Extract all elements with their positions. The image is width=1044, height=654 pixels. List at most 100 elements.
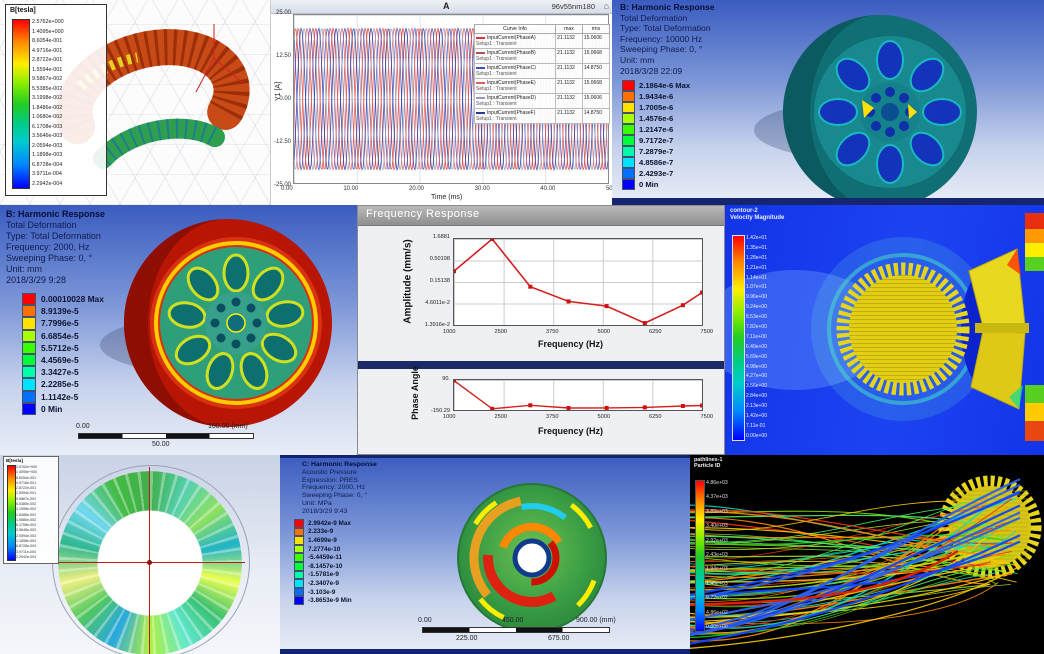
legend-value: 7.2774e-10 [308, 545, 341, 553]
legend-row: 1.2147e-6 [622, 124, 690, 135]
ruler-max: 100.00 (mm) [208, 423, 248, 430]
legend-value: 3.5646e-003 [32, 133, 63, 140]
legend-value: 1.07e+01 [746, 284, 767, 291]
legend-row: -3.8653e-9 Min [294, 596, 352, 605]
legend-value: -3.103e-9 [308, 588, 336, 596]
y-tick: 0.15138 [429, 278, 450, 284]
legend-value: 5.5385e-002 [32, 85, 63, 92]
legend-row: 4.8586e-7 [622, 157, 690, 168]
legend-value: 7.2879e-7 [639, 147, 674, 156]
table-row: InputCurrent(PhaseA) Setup1 : Transient … [473, 33, 611, 49]
result-info: B: Harmonic Response Total Deformation Typ… [620, 2, 715, 76]
legend-value: 1.5594e-001 [32, 66, 63, 73]
legend-value: 8.6054e-001 [32, 38, 63, 45]
legend-color-square [22, 390, 36, 403]
legend-color-square [622, 135, 635, 146]
legend-value: 2.2942e-004 [16, 554, 37, 559]
curve-rms: 15.0606 [581, 93, 611, 109]
amplitude-plot [453, 238, 703, 326]
legend-value: 9.96e+00 [746, 294, 767, 301]
table-row: InputCurrent(PhaseC) Setup1 : Transient … [473, 63, 611, 79]
window-title-bar[interactable]: Frequency Response [358, 206, 724, 226]
legend-value: -8.1457e-10 [308, 562, 343, 570]
curve-rms: 14.8750 [581, 108, 611, 124]
info-line: B: Harmonic Response [620, 2, 715, 12]
legend-value: 3.9711e-004 [16, 549, 36, 554]
phase-curve [454, 380, 702, 410]
legend-color-square [622, 80, 635, 91]
curve-setup: Setup1 : Transient [476, 116, 517, 122]
window-title: Frequency Response [366, 208, 480, 220]
curve-max: 21.1132 [555, 63, 583, 79]
scale-ruler: 0.00 450.00 900.00 (mm) 225.00 675.00 [280, 617, 690, 647]
legend-value: 1.94e+03 [706, 566, 728, 573]
curve-setup: Setup1 : Transient [476, 41, 517, 47]
x-tick: 7500 [700, 329, 713, 335]
legend-row: 1.9434e-6 [622, 91, 690, 102]
info-line: Type: Total Deformation [620, 23, 711, 34]
pathlines-name: pathlines-1 [694, 457, 723, 463]
info-line: Unit: mm [6, 264, 42, 274]
legend-value: -1.5781e-9 [308, 571, 339, 579]
ruler-mid: 50.00 [152, 441, 170, 448]
x-tick: 10.00 [343, 186, 359, 192]
legend-color-square [622, 168, 635, 179]
legend-color-square [622, 124, 635, 135]
legend-value: 0 Min [41, 403, 63, 414]
scale-ruler: 0.00 100.00 (mm) 50.00 [0, 423, 357, 453]
col-rms: rms [581, 24, 611, 34]
ruler-q1: 225.00 [456, 635, 478, 642]
home-icon[interactable]: ⌂ [603, 1, 609, 11]
legend-value: 7.11e+00 [746, 333, 767, 340]
legend-value: 1.14e+01 [746, 274, 767, 281]
legend-color-square [22, 402, 36, 415]
ruler-min: 0.00 [76, 423, 90, 430]
legend-row: 0 Min [22, 402, 104, 415]
y-tick: 4.6011e-2 [425, 300, 450, 306]
legend-value: 2.8722e-001 [16, 486, 37, 491]
crosshair-center-dot [147, 560, 152, 565]
legend-value: 1.8486e-002 [16, 512, 37, 517]
info-line: Type: Total Deformation [6, 231, 101, 241]
ruler-max: 900.00 (mm) [576, 617, 616, 624]
x-tick: 20.00 [408, 186, 424, 192]
legend-color-square [22, 305, 36, 318]
legend-value: 4.86e+02 [706, 609, 728, 616]
legend-value: 2.2285e-5 [41, 379, 79, 390]
legend-row: 1.4699e-9 [294, 536, 352, 545]
cfd-render [725, 213, 1044, 441]
legend-value: 7.7996e-5 [41, 318, 79, 329]
legend-value: 2.92e+03 [706, 537, 728, 544]
legend-value: 2.0594e-003 [32, 142, 63, 149]
contour-variable: Velocity Magnitude [730, 215, 785, 221]
result-info: B: Harmonic Response Total Deformation Typ… [6, 209, 105, 286]
legend-value: 6.8728e-004 [16, 544, 37, 549]
info-line: Unit: MPa [302, 499, 332, 507]
window-frequency-response: Frequency Response Amplitude (mm/s) 1.68… [357, 205, 725, 455]
y-tick: 0.50198 [429, 256, 450, 262]
legend-value: 2.13e+00 [746, 403, 767, 410]
plot-splitter [358, 361, 724, 369]
legend-row: 2.4293e-7 [622, 168, 690, 179]
curve-color-swatch [476, 96, 485, 99]
x-tick: 1000 [443, 329, 456, 335]
curve-color-swatch [476, 36, 485, 39]
flux-legend: B[tesla] 2.5762e+000 1.4095e+000 8.6054e-0… [3, 456, 59, 564]
legend-color-square [622, 91, 635, 102]
x-tick: 3750 [546, 329, 559, 335]
legend-value: 9.72e+02 [706, 595, 728, 602]
legend-value: 0.00010028 Max [41, 294, 104, 305]
y-tick: -150.29 [431, 408, 450, 414]
curve-max: 21.1132 [555, 48, 583, 64]
curve-setup: Setup1 : Transient [476, 56, 517, 62]
legend-color-square [622, 179, 635, 190]
legend-value: 1.5594e-001 [16, 491, 37, 496]
ruler-q3: 675.00 [548, 635, 570, 642]
window-bottom-bar [280, 649, 690, 654]
legend-value: 2.9942e-9 Max [308, 519, 351, 527]
info-line: Total Deformation [620, 12, 688, 23]
ruler-bar [422, 627, 610, 633]
legend-value: 1.1898e-003 [32, 152, 63, 159]
info-line: C: Harmonic Response [302, 461, 377, 468]
legend-row: 2.2285e-5 [22, 378, 104, 391]
